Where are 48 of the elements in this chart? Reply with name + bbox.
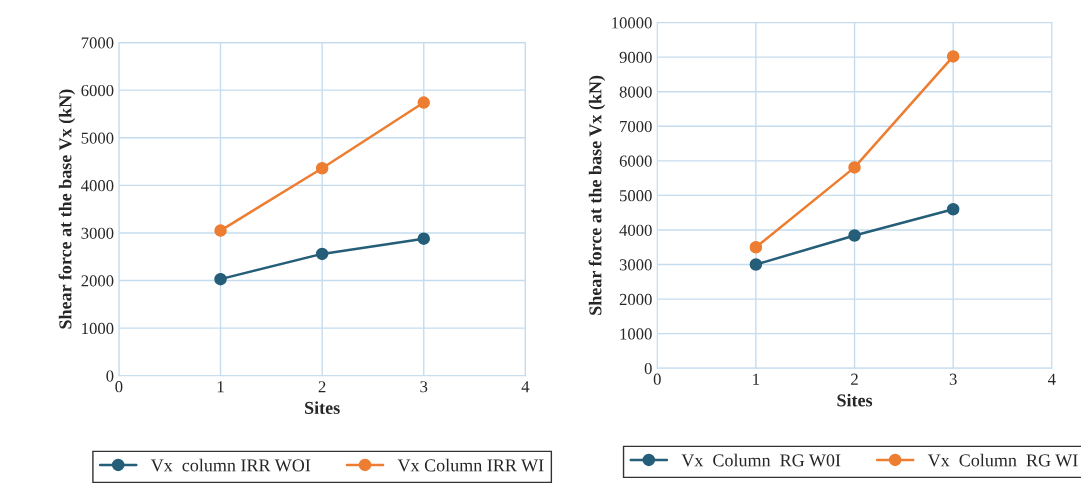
y-tick-label: 0 (644, 362, 652, 375)
y-tick-label: 2000 (619, 293, 652, 306)
y-tick-label: 6000 (619, 155, 652, 167)
y-tick-label: 2000 (81, 275, 114, 287)
point (848, 161, 861, 174)
point (214, 224, 227, 237)
point (417, 96, 431, 109)
y-tick-label: 5000 (81, 132, 114, 144)
x-tick-label: 0 (115, 381, 123, 393)
y-tick-label: 7000 (81, 37, 114, 49)
x-tick-label: 1 (217, 381, 224, 393)
x-tick-label: 3 (949, 373, 957, 385)
point (417, 232, 431, 245)
point (749, 258, 763, 271)
y-tick-label: 1000 (82, 322, 114, 335)
point (315, 161, 329, 175)
y-tick-label: 4000 (619, 224, 652, 236)
x-tick-label: 4 (1047, 373, 1056, 385)
point (214, 272, 227, 286)
y-tick-label: 5000 (620, 190, 652, 202)
x-tick-label: 4 (521, 381, 530, 393)
point (315, 247, 329, 261)
x-tick-label: 0 (653, 373, 661, 385)
y-tick-label: 4000 (81, 180, 114, 192)
y-tick-label: 1000 (620, 328, 652, 340)
legend-label: Vx column IRR WOI (150, 458, 311, 472)
y-tick-label: 3000 (81, 227, 114, 239)
point (749, 240, 763, 254)
y-tick-label: 9000 (619, 51, 652, 64)
y-axis-title: Shear force at the base Vx (kN) (58, 89, 76, 329)
y-tick-label: 6000 (81, 84, 114, 97)
legend-label: Vx Column RG WI (927, 453, 1078, 467)
point (848, 229, 861, 242)
point (946, 50, 960, 63)
y-tick-label: 3000 (619, 259, 652, 271)
point (946, 202, 960, 216)
x-tick-label: 1 (753, 373, 760, 385)
y-tick-label: 10000 (612, 17, 652, 29)
x-tick-label: 2 (851, 373, 858, 385)
x-tick-label: 2 (318, 381, 326, 393)
y-tick-label: 8000 (619, 86, 652, 98)
y-tick-label: 7000 (620, 120, 652, 133)
legend-label: Vx Column IRR WI (397, 458, 544, 472)
x-axis-title: Sites (837, 393, 873, 407)
x-axis-title: Sites (305, 401, 340, 414)
y-axis-title: Shear force at the base Vx (kN) (588, 75, 606, 315)
x-tick-label: 3 (420, 381, 428, 393)
legend-label: Vx Column RG W0I (681, 453, 841, 467)
